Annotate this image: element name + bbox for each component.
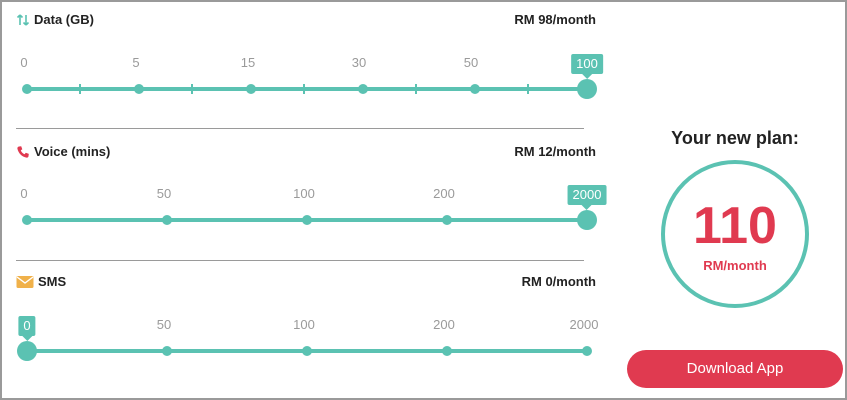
slider-stop[interactable] <box>442 215 452 225</box>
voice-slider-title-group: Voice (mins) <box>16 144 110 159</box>
voice-slider-price: RM 12/month <box>514 144 596 159</box>
sms-slider-header: SMS RM 0/month <box>16 274 598 294</box>
sms-slider-section: SMS RM 0/month 0 50 100 200 2000 <box>16 274 598 384</box>
slider-minor-tick <box>303 84 305 94</box>
slider-minor-tick <box>191 84 193 94</box>
slider-stop[interactable] <box>442 346 452 356</box>
slider-stop[interactable] <box>302 215 312 225</box>
sms-slider-handle[interactable] <box>17 341 37 361</box>
tick-label: 2000 <box>569 317 599 332</box>
plan-total-unit: RM/month <box>703 258 767 273</box>
sms-slider-title-group: SMS <box>16 274 66 289</box>
phone-icon <box>17 145 29 158</box>
slider-stop[interactable] <box>246 84 256 94</box>
section-divider <box>16 260 584 261</box>
slider-minor-tick <box>79 84 81 94</box>
slider-stop[interactable] <box>302 346 312 356</box>
data-slider-track[interactable] <box>27 87 587 91</box>
slider-stop[interactable] <box>22 84 32 94</box>
tick-label: 50 <box>156 186 172 201</box>
sms-slider-title: SMS <box>38 274 67 289</box>
data-slider-value-badge: 100 <box>571 54 603 79</box>
tick-label: 5 <box>132 55 140 70</box>
slider-minor-tick <box>527 84 529 94</box>
slider-stop[interactable] <box>582 346 592 356</box>
plan-summary-title: Your new plan: <box>671 128 799 148</box>
tick-label: 200 <box>433 186 455 201</box>
data-slider-header: Data (GB) RM 98/month <box>16 12 598 32</box>
sms-slider-value-badge: 0 <box>18 316 36 341</box>
data-slider-section: Data (GB) RM 98/month 0 5 15 30 50 100 <box>16 12 603 122</box>
section-divider <box>16 128 584 129</box>
tick-label: 15 <box>240 55 256 70</box>
tick-label: 100 <box>293 317 315 332</box>
voice-slider-title: Voice (mins) <box>34 144 111 159</box>
envelope-icon <box>16 275 34 288</box>
voice-slider-value-badge: 2000 <box>567 185 607 210</box>
slider-stop[interactable] <box>22 215 32 225</box>
download-app-button[interactable]: Download App <box>627 350 843 388</box>
tick-label: 0 <box>20 55 28 70</box>
slider-stop[interactable] <box>134 84 144 94</box>
slider-minor-tick <box>415 84 417 94</box>
tick-label: 50 <box>156 317 172 332</box>
slider-stop[interactable] <box>470 84 480 94</box>
sms-slider-price: RM 0/month <box>521 274 596 289</box>
voice-slider-handle[interactable] <box>577 210 597 230</box>
arrows-up-down-icon <box>16 13 30 26</box>
tick-label: 200 <box>433 317 455 332</box>
plan-total-amount: 110 <box>693 197 777 255</box>
data-slider-title-group: Data (GB) <box>16 12 94 27</box>
slider-stop[interactable] <box>358 84 368 94</box>
data-slider-title: Data (GB) <box>34 12 94 27</box>
tick-label: 50 <box>463 55 479 70</box>
tick-label: 0 <box>20 186 28 201</box>
plan-total-circle: 110 RM/month <box>661 160 809 308</box>
tick-label: 100 <box>293 186 315 201</box>
data-slider-price: RM 98/month <box>514 12 596 27</box>
slider-stop[interactable] <box>162 346 172 356</box>
voice-slider-header: Voice (mins) RM 12/month <box>16 144 598 164</box>
voice-slider-section: Voice (mins) RM 12/month 0 50 100 200 20… <box>16 144 607 254</box>
slider-stop[interactable] <box>162 215 172 225</box>
data-slider-handle[interactable] <box>577 79 597 99</box>
tick-label: 30 <box>351 55 367 70</box>
